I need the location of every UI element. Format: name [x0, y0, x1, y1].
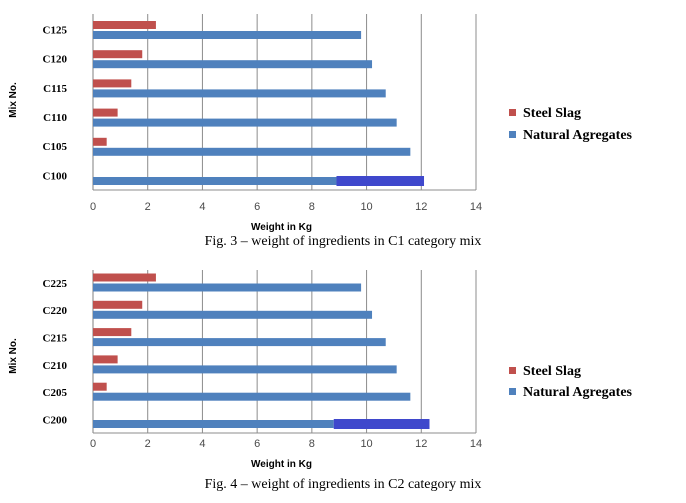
bar-natural-agregates [93, 177, 337, 185]
bar-highlight-segment [336, 176, 425, 186]
category-label: C120 [43, 54, 68, 66]
x-tick-label: 0 [90, 438, 96, 450]
x-axis-title: Weight in Kg [251, 222, 312, 233]
bar-steel-slag [93, 273, 156, 282]
figure-caption: Fig. 4 – weight of ingredients in C2 cat… [205, 477, 482, 492]
bar-natural-agregates [93, 60, 373, 69]
category-label: C115 [43, 83, 67, 95]
category-label: C125 [43, 24, 68, 36]
bar-highlight-segment [333, 419, 430, 429]
x-tick-label: 14 [470, 438, 482, 450]
legend: Steel Slag Natural Agregates [509, 106, 633, 143]
legend-entry: Steel Slag [523, 106, 581, 121]
category-label: C220 [43, 305, 68, 317]
x-tick-label: 2 [145, 438, 151, 450]
category-label: C210 [43, 360, 68, 372]
bar-steel-slag [93, 300, 143, 309]
legend-entry: Steel Slag [523, 364, 581, 379]
category-label: C205 [43, 387, 68, 399]
x-tick-label: 14 [470, 201, 482, 213]
bar-steel-slag [93, 50, 143, 59]
figure-caption: Fig. 3 – weight of ingredients in C1 cat… [205, 234, 482, 249]
bar-natural-agregates [93, 310, 373, 319]
x-tick-label: 10 [360, 201, 372, 213]
bar-steel-slag [93, 137, 107, 146]
legend-swatch [509, 109, 516, 116]
chart-2: 0 2 4 6 8 10 12 14 C200 C205 C210 C215 C220 C225 Weigh… [8, 270, 633, 492]
category-label: C200 [43, 414, 68, 426]
bar-natural-agregates [93, 392, 411, 401]
x-axis-title: Weight in Kg [251, 459, 312, 470]
x-tick-label: 6 [254, 201, 260, 213]
x-tick-label: 4 [199, 438, 205, 450]
category-label: C215 [43, 332, 68, 344]
x-tick-label: 12 [415, 201, 427, 213]
legend: Steel Slag Natural Agregates [509, 364, 633, 400]
bar-steel-slag [93, 108, 118, 117]
bar-steel-slag [93, 21, 156, 29]
bar-natural-agregates [93, 420, 334, 428]
category-label: C100 [43, 170, 68, 182]
y-axis-title: Mix No. [8, 82, 19, 118]
x-tick-label: 4 [199, 201, 205, 213]
bar-natural-agregates [93, 338, 386, 347]
bar-natural-agregates [93, 89, 386, 98]
x-tick-label: 8 [309, 201, 315, 213]
y-axis-title: Mix No. [8, 338, 19, 374]
x-tick-label: 6 [254, 438, 260, 450]
legend-entry: Natural Agregates [523, 385, 633, 400]
x-tick-label: 2 [145, 201, 151, 213]
chart-1: 0 2 4 6 8 10 12 14 C100 C105 C110 C115 C120 C125 Weigh… [8, 14, 633, 249]
x-tick-label: 10 [360, 438, 372, 450]
x-tick-label: 0 [90, 201, 96, 213]
legend-swatch [509, 388, 516, 395]
bar-natural-agregates [93, 31, 362, 39]
bar-natural-agregates [93, 118, 397, 127]
bar-steel-slag [93, 328, 132, 337]
bar-steel-slag [93, 382, 107, 391]
category-label: C225 [43, 278, 68, 290]
bar-natural-agregates [93, 147, 411, 156]
x-tick-label: 12 [415, 438, 427, 450]
x-tick-label: 8 [309, 438, 315, 450]
bar-natural-agregates [93, 365, 397, 374]
bar-natural-agregates [93, 283, 362, 292]
legend-swatch [509, 367, 516, 374]
legend-entry: Natural Agregates [523, 128, 633, 143]
legend-swatch [509, 131, 516, 138]
bar-steel-slag [93, 355, 118, 364]
category-label: C105 [43, 141, 68, 153]
bar-steel-slag [93, 79, 132, 88]
category-label: C110 [43, 112, 67, 124]
